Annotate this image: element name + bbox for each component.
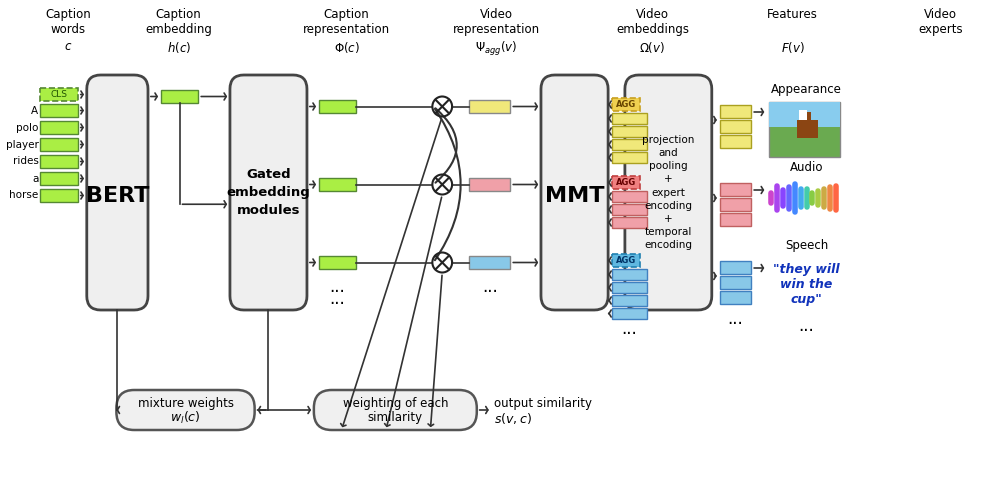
Bar xyxy=(40,155,78,168)
Text: $s(v,c)$: $s(v,c)$ xyxy=(494,411,531,425)
Bar xyxy=(612,139,646,150)
Text: MMT: MMT xyxy=(544,186,604,206)
Text: horse: horse xyxy=(9,191,38,201)
Text: Speech: Speech xyxy=(785,239,829,252)
Bar xyxy=(319,256,357,269)
Bar xyxy=(720,276,751,289)
Text: CLS: CLS xyxy=(50,90,68,99)
Bar xyxy=(612,152,646,163)
Text: ...: ... xyxy=(728,310,743,328)
Bar xyxy=(612,204,646,215)
Text: AGG: AGG xyxy=(616,256,636,265)
Text: ...: ... xyxy=(330,290,346,308)
Text: rides: rides xyxy=(12,157,38,167)
Text: player: player xyxy=(5,139,38,149)
Bar xyxy=(40,172,78,185)
Bar xyxy=(40,104,78,117)
Bar xyxy=(798,110,806,120)
Text: AGG: AGG xyxy=(616,178,636,187)
FancyBboxPatch shape xyxy=(87,75,148,310)
Text: projection
and
pooling
+
expert
encoding
+
temporal
encoding: projection and pooling + expert encoding… xyxy=(642,135,695,251)
Text: polo: polo xyxy=(16,123,38,133)
Bar xyxy=(769,102,840,157)
Text: $\Phi(c)$: $\Phi(c)$ xyxy=(334,40,360,55)
Text: output similarity: output similarity xyxy=(494,397,592,410)
Bar xyxy=(796,120,818,138)
Bar xyxy=(612,254,640,267)
Text: Video
embeddings: Video embeddings xyxy=(616,8,689,36)
Text: $\Psi_{agg}(v)$: $\Psi_{agg}(v)$ xyxy=(476,40,518,58)
FancyBboxPatch shape xyxy=(230,75,307,310)
Text: $w_l(c)$: $w_l(c)$ xyxy=(170,410,201,426)
FancyBboxPatch shape xyxy=(625,75,712,310)
Text: Caption
words: Caption words xyxy=(45,8,91,36)
Text: Gated
embedding
modules: Gated embedding modules xyxy=(227,168,310,217)
Text: Video
representation: Video representation xyxy=(453,8,540,36)
Text: Features: Features xyxy=(767,8,818,21)
Bar xyxy=(720,198,751,211)
Text: $\Omega(v)$: $\Omega(v)$ xyxy=(639,40,665,55)
Text: "they will
win the
cup": "they will win the cup" xyxy=(773,262,840,306)
Bar xyxy=(469,256,510,269)
Bar xyxy=(612,176,640,189)
Text: AGG: AGG xyxy=(616,100,636,109)
Text: ...: ... xyxy=(798,317,814,335)
Text: ...: ... xyxy=(622,320,637,338)
Bar xyxy=(319,100,357,113)
Bar xyxy=(469,100,510,113)
Bar xyxy=(40,121,78,134)
Bar xyxy=(612,295,646,306)
FancyBboxPatch shape xyxy=(313,390,477,430)
FancyBboxPatch shape xyxy=(116,390,255,430)
Bar xyxy=(612,217,646,228)
Text: $c$: $c$ xyxy=(64,40,73,53)
Bar xyxy=(720,183,751,196)
Bar xyxy=(40,88,78,101)
Text: Appearance: Appearance xyxy=(771,83,842,96)
Bar xyxy=(612,191,646,202)
Bar xyxy=(40,138,78,151)
Text: a: a xyxy=(32,173,38,183)
Bar xyxy=(612,98,640,111)
Bar xyxy=(161,90,199,103)
Text: weighting of each: weighting of each xyxy=(343,398,449,411)
Bar xyxy=(612,308,646,319)
Bar xyxy=(720,261,751,274)
Bar xyxy=(40,189,78,202)
Text: Video
experts: Video experts xyxy=(918,8,964,36)
Text: similarity: similarity xyxy=(368,411,423,424)
Bar xyxy=(769,102,840,127)
Text: Audio: Audio xyxy=(790,161,824,174)
Text: mixture weights: mixture weights xyxy=(137,398,234,411)
Text: $h(c)$: $h(c)$ xyxy=(166,40,191,55)
Bar xyxy=(612,282,646,293)
Bar xyxy=(469,178,510,191)
Text: ...: ... xyxy=(330,278,346,296)
Bar xyxy=(800,112,810,124)
Bar xyxy=(612,126,646,137)
Bar xyxy=(720,120,751,133)
Text: A: A xyxy=(31,105,38,115)
Text: ...: ... xyxy=(482,278,498,296)
Bar xyxy=(612,269,646,280)
Bar xyxy=(319,178,357,191)
Bar xyxy=(720,135,751,148)
Text: $F(v)$: $F(v)$ xyxy=(781,40,804,55)
FancyBboxPatch shape xyxy=(541,75,608,310)
Bar xyxy=(720,291,751,304)
Bar xyxy=(612,113,646,124)
Text: Caption
representation: Caption representation xyxy=(302,8,390,36)
Text: BERT: BERT xyxy=(86,186,149,206)
Bar xyxy=(720,105,751,118)
Text: Caption
embedding: Caption embedding xyxy=(145,8,212,36)
Bar xyxy=(720,213,751,226)
